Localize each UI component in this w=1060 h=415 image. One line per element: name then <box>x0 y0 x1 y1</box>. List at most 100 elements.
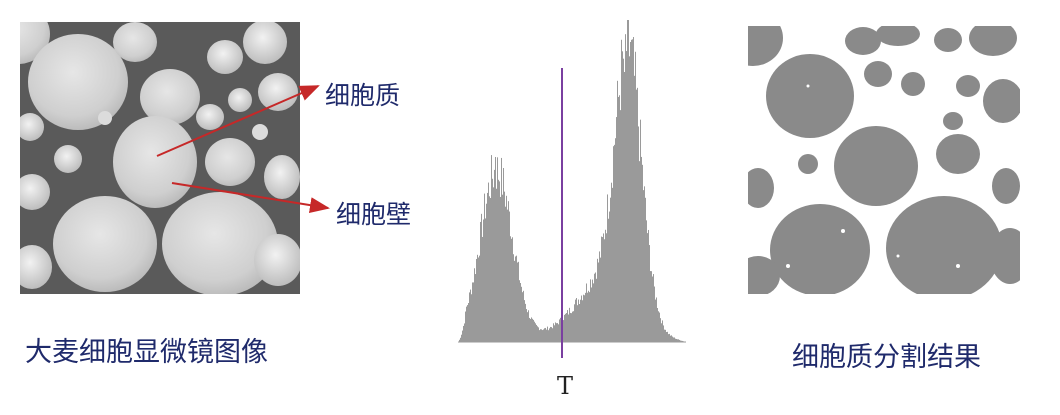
histogram-bar <box>627 20 628 342</box>
histogram-bar <box>511 238 512 342</box>
histogram-bar <box>484 193 485 342</box>
cytoplasm-segmentation-result <box>748 26 1020 294</box>
histogram-bar <box>515 256 516 342</box>
histogram-bars <box>458 20 686 343</box>
histogram-bar <box>506 195 507 342</box>
histogram-bar <box>554 325 555 342</box>
histogram-bar <box>630 42 631 342</box>
histogram-bar <box>494 169 495 342</box>
histogram-bar <box>556 323 557 342</box>
histogram-bar <box>563 320 564 342</box>
histogram-bar <box>662 320 663 342</box>
histogram-bar <box>466 306 467 342</box>
histogram-bar <box>578 299 579 342</box>
histogram-bar <box>460 337 461 342</box>
histogram-bar <box>467 305 468 342</box>
histogram-bar <box>544 328 545 342</box>
histogram-bar <box>553 323 554 342</box>
histogram-bar <box>577 305 578 342</box>
histogram-bar <box>659 312 660 342</box>
histogram-bar <box>605 229 606 342</box>
histogram-bar <box>673 337 674 342</box>
histogram-bar <box>591 287 592 342</box>
histogram-bar <box>612 187 613 342</box>
histogram-bar <box>472 282 473 342</box>
histogram-bar <box>587 292 588 342</box>
histogram-bar <box>611 182 612 342</box>
histogram-bar <box>532 318 533 342</box>
histogram-bar <box>507 209 508 342</box>
histogram-bar <box>503 168 504 342</box>
histogram-bar <box>504 191 505 342</box>
histogram-bar <box>520 283 521 342</box>
histogram-bar <box>559 319 560 342</box>
histogram-bar <box>590 279 591 342</box>
histogram-bar <box>643 190 644 342</box>
histogram-bar <box>651 271 652 342</box>
histogram-bar <box>640 119 641 342</box>
histogram-bar <box>547 326 548 342</box>
histogram-bar <box>616 117 617 342</box>
histogram-bar <box>526 309 527 342</box>
histogram-bar <box>524 300 525 342</box>
histogram-bar <box>594 273 595 342</box>
histogram-bar <box>514 260 515 342</box>
histogram-bar <box>542 330 543 342</box>
histogram-bar <box>674 337 675 342</box>
histogram-bar <box>477 254 478 342</box>
histogram-bar <box>480 221 481 342</box>
histogram-bar <box>633 37 634 343</box>
histogram-bar <box>670 335 671 342</box>
histogram-bar <box>519 280 520 342</box>
histogram-bar <box>510 236 511 342</box>
histogram-bar <box>682 340 683 342</box>
histogram-bar <box>537 326 538 342</box>
histogram-bar <box>495 157 496 342</box>
histogram-bar <box>664 329 665 342</box>
histogram-bar <box>525 303 526 342</box>
histogram-bar <box>573 311 574 342</box>
histogram-bar <box>574 304 575 342</box>
histogram-bar <box>646 220 647 342</box>
histogram-bar <box>595 272 596 342</box>
histogram-bar <box>478 257 479 342</box>
histogram-bar <box>535 323 536 342</box>
histogram-bar <box>501 157 502 342</box>
histogram-bar <box>608 218 609 342</box>
histogram-bar <box>513 254 514 342</box>
histogram-bar <box>654 286 655 342</box>
histogram-bar <box>499 181 500 342</box>
histogram-bar <box>469 292 470 342</box>
histogram-bar <box>465 311 466 342</box>
histogram-bar <box>617 80 618 342</box>
histogram-bar <box>489 196 490 342</box>
histogram-bar <box>536 324 537 342</box>
histogram-bar <box>570 312 571 342</box>
histogram-bar <box>575 299 576 342</box>
histogram-bar <box>596 278 597 342</box>
histogram-bar <box>663 325 664 342</box>
histogram-bar <box>529 317 530 342</box>
histogram-bar <box>675 338 676 342</box>
histogram-bar <box>672 336 673 342</box>
histogram-bar <box>653 274 654 342</box>
histogram-bar <box>481 213 482 342</box>
histogram-bar <box>464 323 465 342</box>
histogram-bar <box>500 196 501 342</box>
histogram-bar <box>509 211 510 342</box>
histogram-bar <box>657 307 658 342</box>
histogram-bar <box>676 338 677 342</box>
histogram-bar <box>538 327 539 342</box>
histogram-bar <box>527 312 528 342</box>
histogram-bar <box>471 294 472 342</box>
histogram-bar <box>528 310 529 342</box>
histogram-bar <box>655 299 656 342</box>
histogram-bar <box>459 339 460 342</box>
histogram-bar <box>521 286 522 342</box>
histogram-bar <box>576 298 577 342</box>
histogram-bar <box>571 313 572 342</box>
histogram-bar <box>505 206 506 342</box>
histogram-bar <box>474 268 475 342</box>
histogram-bar <box>629 56 630 343</box>
histogram-bar <box>512 237 513 342</box>
